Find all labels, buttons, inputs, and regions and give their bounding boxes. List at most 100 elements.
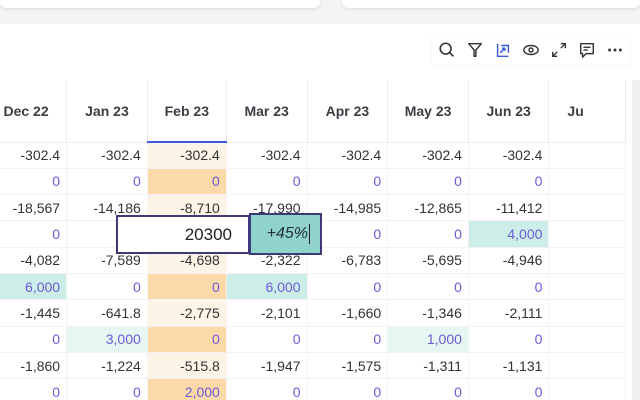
card-right <box>342 0 640 8</box>
grid-cell[interactable]: -5,695 <box>387 247 469 274</box>
grid-cell[interactable]: 0 <box>226 168 308 196</box>
column-header-jul23[interactable]: Ju <box>548 80 626 143</box>
grid-cell[interactable]: -302.4 <box>66 142 148 169</box>
grid-cell[interactable] <box>548 273 626 301</box>
grid-cell[interactable]: -1,445 <box>0 299 68 327</box>
grid-cell[interactable]: -302.4 <box>307 142 389 169</box>
grid-cell[interactable]: -302.4 <box>147 142 227 169</box>
more-button[interactable] <box>604 39 626 61</box>
grid-cell[interactable]: -2,775 <box>147 299 227 327</box>
grid-cell[interactable] <box>548 352 626 380</box>
grid-cell[interactable]: 2,000 <box>147 378 227 400</box>
grid-cell[interactable]: 0 <box>307 273 389 301</box>
column-header-feb23[interactable]: Feb 23 <box>147 80 227 143</box>
grid-cell[interactable]: 0 <box>0 168 68 196</box>
grid-cell[interactable]: 0 <box>387 220 469 248</box>
grid-cell[interactable]: -302.4 <box>0 142 68 169</box>
grid-cell[interactable]: -1,346 <box>387 299 469 327</box>
grid-cell[interactable]: -515.8 <box>147 352 227 380</box>
grid-cell[interactable]: -1,224 <box>66 352 148 380</box>
grid-cell[interactable] <box>548 194 626 222</box>
grid-cell[interactable]: 0 <box>0 326 68 353</box>
grid-cell[interactable]: 0 <box>387 168 469 196</box>
grid-cell[interactable]: -1,860 <box>0 352 68 380</box>
header-row: Dec 22 Jan 23 Feb 23 Mar 23 Apr 23 May 2… <box>0 80 626 143</box>
cell-editor-value: 20300 <box>184 224 232 244</box>
grid-cell[interactable]: 0 <box>0 378 68 400</box>
column-header-mar23[interactable]: Mar 23 <box>226 80 308 143</box>
column-header-apr23[interactable]: Apr 23 <box>307 80 389 143</box>
grid-cell[interactable]: 1,000 <box>387 326 469 353</box>
grid-cell[interactable]: -4,082 <box>0 247 68 274</box>
grid-cell[interactable]: -1,575 <box>307 352 389 380</box>
grid-cell[interactable]: 0 <box>147 326 227 353</box>
grid-cell[interactable]: 0 <box>147 273 227 301</box>
grid-cell[interactable] <box>548 247 626 274</box>
grid-cell[interactable]: 6,000 <box>226 273 308 301</box>
swap-button[interactable] <box>492 39 514 61</box>
grid-cell[interactable]: -12,865 <box>387 194 469 222</box>
grid-cell[interactable]: 3,000 <box>66 326 148 353</box>
grid-cell[interactable]: 0 <box>226 326 308 353</box>
column-header-dec22[interactable]: Dec 22 <box>0 80 68 143</box>
grid-cell[interactable]: 0 <box>307 168 389 196</box>
grid-cell[interactable]: 0 <box>468 326 550 353</box>
grid-cell[interactable]: 6,000 <box>0 273 68 301</box>
comment-button[interactable] <box>576 39 598 61</box>
grid-cell[interactable] <box>548 168 626 196</box>
grid-cell[interactable]: -11,412 <box>468 194 550 222</box>
grid-cell[interactable]: -1,131 <box>468 352 550 380</box>
grid-cell[interactable]: 0 <box>307 326 389 353</box>
table-row: 0 0 2,000 0 0 0 0 <box>0 378 626 400</box>
grid-table: Dec 22 Jan 23 Feb 23 Mar 23 Apr 23 May 2… <box>0 80 626 400</box>
table-row: -1,445 -641.8 -2,775 -2,101 -1,660 -1,34… <box>0 299 626 327</box>
scroll-edge <box>632 80 640 400</box>
grid-cell[interactable]: -1,947 <box>226 352 308 380</box>
grid-cell[interactable]: 0 <box>387 273 469 301</box>
grid-cell[interactable]: -302.4 <box>226 142 308 169</box>
grid-cell[interactable]: -4,946 <box>468 247 550 274</box>
grid-cell[interactable]: -1,660 <box>307 299 389 327</box>
comment-icon <box>579 42 595 58</box>
cell-percent-editor[interactable]: +45% <box>249 213 322 255</box>
grid-cell[interactable]: 0 <box>387 378 469 400</box>
grid-cell[interactable]: -302.4 <box>468 142 550 169</box>
visibility-button[interactable] <box>520 39 542 61</box>
grid-cell[interactable] <box>548 142 626 169</box>
column-header-may23[interactable]: May 23 <box>387 80 469 143</box>
search-icon <box>439 42 454 57</box>
grid-cell[interactable]: 0 <box>468 273 550 301</box>
table-row: 6,000 0 0 6,000 0 0 0 <box>0 273 626 301</box>
grid-cell[interactable]: 0 <box>147 168 227 196</box>
grid-cell[interactable]: 0 <box>468 378 550 400</box>
grid-cell[interactable]: -1,311 <box>387 352 469 380</box>
grid-cell[interactable]: -2,111 <box>468 299 550 327</box>
column-header-jun23[interactable]: Jun 23 <box>468 80 550 143</box>
filter-icon <box>467 42 483 58</box>
grid-cell[interactable] <box>548 326 626 353</box>
more-icon <box>608 48 622 52</box>
filter-button[interactable] <box>464 39 486 61</box>
grid-cell[interactable]: 4,000 <box>468 220 550 248</box>
search-button[interactable] <box>436 39 458 61</box>
data-grid: Dec 22 Jan 23 Feb 23 Mar 23 Apr 23 May 2… <box>0 80 640 400</box>
grid-cell[interactable]: 0 <box>226 378 308 400</box>
grid-cell[interactable]: 0 <box>468 168 550 196</box>
grid-cell[interactable]: -641.8 <box>66 299 148 327</box>
grid-cell[interactable]: 0 <box>307 378 389 400</box>
grid-cell[interactable]: 0 <box>66 378 148 400</box>
column-header-jan23[interactable]: Jan 23 <box>66 80 148 143</box>
grid-cell[interactable] <box>548 220 626 248</box>
panel-toolbar <box>432 36 630 64</box>
grid-cell[interactable] <box>548 299 626 327</box>
grid-cell[interactable]: 0 <box>66 273 148 301</box>
grid-cell[interactable]: 0 <box>0 220 68 248</box>
grid-cell[interactable]: -18,567 <box>0 194 68 222</box>
grid-cell[interactable]: 0 <box>66 168 148 196</box>
cell-value-editor[interactable]: 20300 <box>116 215 250 254</box>
grid-cell[interactable]: -302.4 <box>387 142 469 169</box>
text-caret <box>309 224 310 244</box>
grid-cell[interactable] <box>548 378 626 400</box>
grid-cell[interactable]: -2,101 <box>226 299 308 327</box>
expand-button[interactable] <box>548 39 570 61</box>
